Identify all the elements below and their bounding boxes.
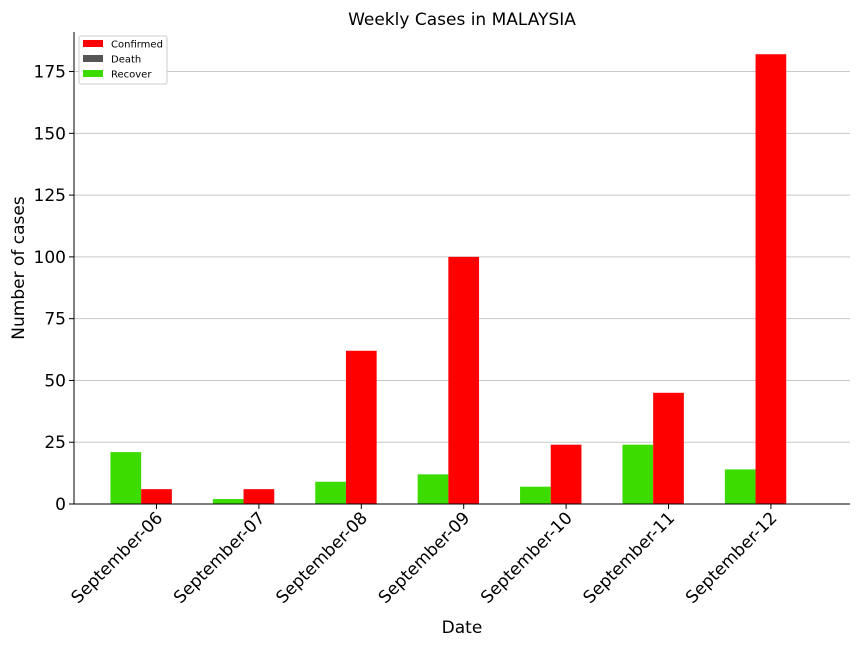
bar-recover <box>520 486 551 504</box>
y-tick-label: 150 <box>34 124 66 144</box>
y-tick-label: 125 <box>34 186 66 206</box>
x-tick-label: September-07 <box>170 508 269 607</box>
legend-swatch <box>83 40 103 47</box>
bar-recover <box>622 444 654 504</box>
axes <box>73 32 850 505</box>
x-tick-label: September-12 <box>682 508 781 607</box>
bar-recover <box>315 481 346 504</box>
y-ticks: 0 25 50 75 100 125 150 175 <box>34 63 74 515</box>
bar-confirmed <box>141 489 172 504</box>
bars <box>110 54 787 504</box>
y-tick-label: 50 <box>44 371 66 391</box>
x-tick-label: September-09 <box>375 508 474 607</box>
y-tick-label: 175 <box>34 63 66 83</box>
legend: Confirmed Death Recover <box>78 35 168 85</box>
bar-confirmed <box>243 489 275 504</box>
y-axis-label: Number of cases <box>9 196 29 340</box>
x-tick-label: September-11 <box>580 508 679 607</box>
legend-swatch <box>83 55 103 62</box>
y-tick-label: 100 <box>34 248 66 268</box>
bar-recover <box>724 469 756 504</box>
bar-confirmed <box>345 350 377 504</box>
y-tick-label: 0 <box>55 495 66 515</box>
x-axis-label: Date <box>442 618 483 638</box>
legend-label: Death <box>111 55 141 66</box>
x-tick-label: September-06 <box>68 508 167 607</box>
bar-recover <box>212 499 244 504</box>
chart-title: Weekly Cases in MALAYSIA <box>348 10 576 30</box>
x-tick-label: September-08 <box>272 508 371 607</box>
bar-confirmed <box>755 54 787 504</box>
bar-confirmed <box>448 256 480 504</box>
x-tick-label: September-10 <box>477 508 576 607</box>
x-ticks: September-06 September-07 September-08 Sept… <box>68 504 781 608</box>
legend-swatch <box>83 70 103 77</box>
bar-recover <box>110 452 142 504</box>
bar-confirmed <box>550 444 582 504</box>
y-tick-label: 75 <box>44 310 66 330</box>
legend-label: Confirmed <box>111 40 163 51</box>
y-tick-label: 25 <box>44 433 66 453</box>
legend-label: Recover <box>111 70 152 81</box>
bar-confirmed <box>653 392 684 504</box>
bar-recover <box>417 474 449 504</box>
